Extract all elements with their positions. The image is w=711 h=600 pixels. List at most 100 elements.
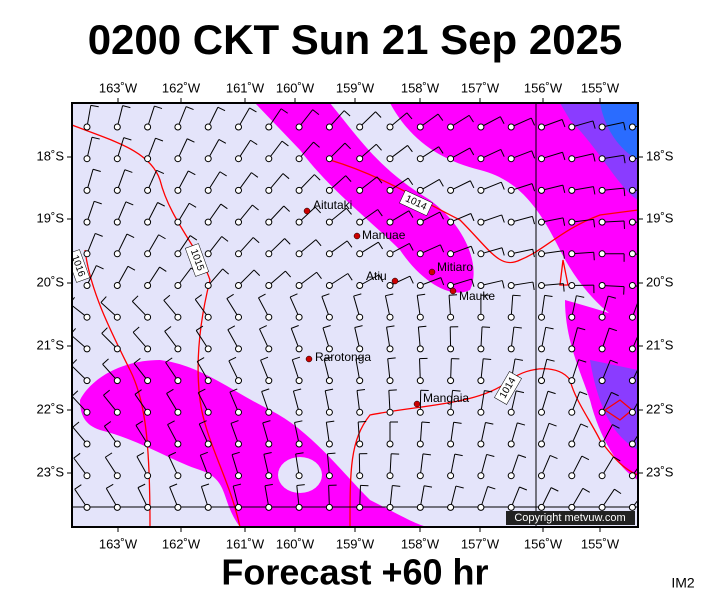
- barb-station: [477, 313, 485, 321]
- barb-station: [113, 313, 121, 321]
- barb-staff: [601, 295, 609, 318]
- barb-station: [174, 377, 182, 385]
- barb-staff: [207, 268, 224, 286]
- barb-flag: [577, 327, 586, 331]
- barb-flag: [259, 325, 267, 330]
- barb-flag: [469, 180, 475, 189]
- barb-staff: [389, 177, 409, 191]
- barb-flag: [105, 452, 113, 458]
- islands: [303, 207, 457, 408]
- barb-flag: [418, 325, 427, 328]
- barb-flag: [487, 486, 496, 490]
- barb-station: [538, 472, 545, 480]
- barb-flag: [74, 484, 82, 490]
- barb-flag: [612, 424, 620, 429]
- barb-flag: [134, 389, 142, 395]
- barb-flag: [468, 115, 474, 123]
- barb-staff: [386, 327, 391, 349]
- barb-station: [295, 440, 303, 448]
- lat-label: 22˚S: [37, 401, 65, 416]
- barb-flag: [592, 120, 596, 129]
- barb-staff: [329, 207, 347, 223]
- barb-staff: [325, 422, 330, 445]
- barb-staff: [510, 422, 518, 445]
- barb-flag: [377, 241, 384, 250]
- barb-flag: [136, 452, 145, 457]
- barb-staff: [541, 250, 564, 255]
- barb-flag: [406, 112, 413, 120]
- barb-station: [174, 345, 182, 353]
- place-label: Atiu: [366, 269, 387, 283]
- barb-staff: [324, 390, 330, 413]
- barb-station: [265, 186, 273, 194]
- barb-station: [628, 218, 636, 226]
- barb-station: [325, 250, 333, 258]
- barb-flag: [581, 455, 590, 461]
- barb-flag: [166, 388, 174, 394]
- barb-station: [83, 503, 91, 511]
- barb-flag: [455, 485, 464, 489]
- barb-flag: [260, 356, 269, 361]
- barb-staff: [72, 365, 88, 381]
- barb-station: [598, 186, 606, 194]
- barb-staff: [177, 106, 187, 128]
- barb-staff: [480, 280, 503, 286]
- barb-staff: [135, 425, 149, 445]
- barb-flag: [562, 217, 566, 226]
- barb-station: [386, 345, 394, 353]
- barb-station: [356, 218, 364, 226]
- barb-staff: [389, 112, 408, 128]
- barb-flag: [623, 188, 626, 197]
- barb-staff: [105, 488, 118, 508]
- barb-flag: [313, 141, 320, 148]
- barb-station: [235, 472, 242, 480]
- barb-station: [204, 472, 212, 480]
- barb-staff: [419, 453, 424, 476]
- barb-station: [295, 313, 303, 321]
- barb-station: [477, 503, 485, 511]
- place-label: Rarotonga: [315, 350, 371, 364]
- barb-staff: [417, 326, 421, 349]
- barb-staff: [571, 391, 581, 413]
- barb-station: [325, 377, 333, 385]
- barb-flag: [562, 250, 565, 259]
- barb-staff: [571, 455, 583, 476]
- barb-staff: [86, 201, 95, 223]
- barb-station: [174, 282, 182, 289]
- barb-station: [598, 503, 606, 511]
- lat-label: 21˚S: [646, 337, 674, 352]
- barb-staff: [289, 296, 300, 318]
- barb-station: [416, 472, 424, 480]
- barb-flag: [483, 358, 492, 361]
- barb-staff: [359, 143, 377, 160]
- barb-staff: [168, 455, 179, 476]
- barb-staff: [238, 269, 255, 286]
- barb-station: [295, 503, 303, 511]
- barb-flag: [95, 232, 103, 237]
- barb-flag: [623, 155, 626, 164]
- barb-flag: [500, 149, 505, 157]
- barb-staff: [207, 236, 223, 255]
- barb-flag: [517, 422, 526, 426]
- barb-station: [204, 440, 212, 448]
- barb-station: [538, 345, 545, 353]
- barb-station: [538, 186, 545, 194]
- barb-station: [628, 345, 636, 353]
- barb-station: [416, 250, 424, 258]
- barb-flag: [514, 358, 523, 361]
- barb-staff: [260, 360, 270, 381]
- barb-flag: [217, 106, 226, 112]
- barb-staff: [541, 455, 551, 476]
- barb-station: [204, 218, 212, 226]
- barb-station: [416, 408, 424, 416]
- barb-flag: [344, 142, 351, 150]
- barb-station: [83, 472, 91, 480]
- barb-staff: [147, 266, 161, 286]
- barb-staff: [197, 392, 209, 413]
- barb-staff: [290, 328, 300, 350]
- barb-station: [386, 123, 394, 131]
- lon-label: 161˚W: [226, 536, 265, 551]
- barb-station: [507, 186, 515, 194]
- barb-station: [235, 155, 242, 163]
